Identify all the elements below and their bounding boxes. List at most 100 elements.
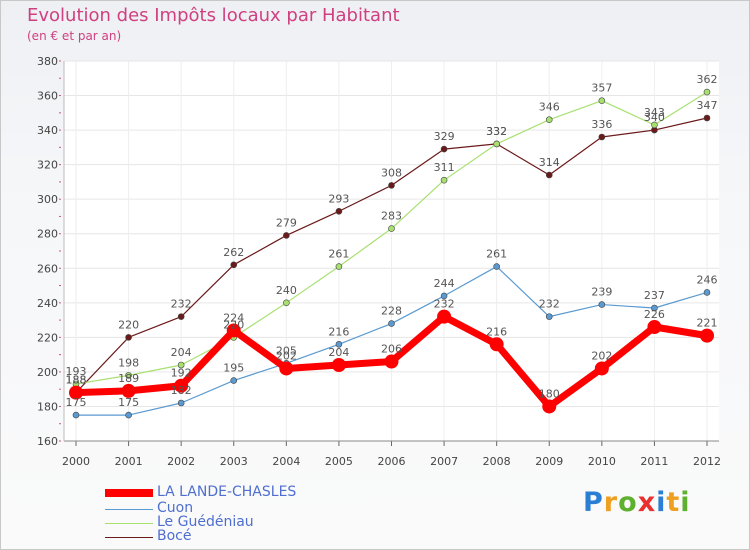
data-label: 175 (66, 396, 87, 409)
data-point (700, 328, 714, 343)
data-label: 279 (276, 216, 297, 229)
data-label: 340 (644, 111, 665, 124)
data-point (125, 334, 132, 341)
data-point (177, 361, 185, 369)
data-label: 188 (66, 374, 87, 387)
data-point (437, 309, 452, 324)
data-label: 237 (644, 289, 665, 302)
x-tick-label: 2001 (115, 455, 143, 468)
data-label: 329 (434, 130, 455, 143)
data-label: 220 (223, 318, 244, 331)
data-label: 308 (381, 166, 402, 179)
data-point (384, 354, 399, 369)
y-tick-label: 160 (37, 435, 58, 448)
data-point (331, 358, 346, 372)
data-label: 198 (118, 356, 139, 369)
data-label: 240 (276, 284, 297, 297)
data-label: 332 (486, 125, 507, 138)
data-label: 332 (486, 125, 507, 138)
data-point (230, 377, 238, 384)
proxiti-logo: Proxiti (583, 487, 691, 518)
y-tick-label: 340 (37, 124, 58, 137)
data-label: 202 (276, 349, 297, 362)
data-label: 357 (591, 82, 612, 95)
legend-label: LA LANDE-CHASLES (157, 484, 297, 500)
data-point (388, 182, 395, 189)
logo-letter: r (603, 487, 619, 518)
data-point (651, 304, 658, 312)
data-point (594, 361, 609, 376)
x-tick-label: 2003 (220, 455, 248, 468)
x-tick-label: 2005 (325, 455, 353, 468)
x-tick-label: 2007 (430, 455, 458, 468)
y-tick-label: 360 (37, 90, 58, 103)
data-label: 193 (66, 365, 87, 378)
logo-letter: i (680, 487, 691, 518)
legend-swatch (105, 537, 153, 538)
y-tick-label: 180 (37, 400, 58, 413)
data-label: 182 (171, 384, 192, 397)
data-label: 226 (644, 308, 665, 321)
data-label: 293 (328, 192, 349, 205)
data-point (177, 313, 185, 320)
data-label: 220 (118, 318, 139, 331)
data-point (703, 114, 711, 122)
y-tick-label: 300 (37, 193, 58, 206)
legend-label: Cuon (157, 500, 194, 516)
x-tick-label: 2010 (588, 455, 616, 468)
data-point (177, 399, 185, 407)
data-point (703, 289, 711, 296)
data-point (283, 299, 290, 307)
data-point (279, 361, 294, 376)
data-point (125, 372, 132, 379)
data-point (647, 320, 662, 334)
y-tick-label: 260 (37, 262, 58, 275)
data-point (489, 337, 504, 352)
data-label: 192 (171, 367, 192, 380)
data-label: 204 (171, 346, 192, 359)
data-point (388, 320, 395, 327)
data-label: 216 (486, 325, 507, 338)
data-label: 175 (118, 396, 139, 409)
data-label: 204 (328, 346, 349, 359)
data-label: 206 (381, 343, 402, 356)
x-tick-label: 2011 (640, 455, 668, 468)
data-label: 347 (697, 99, 718, 112)
data-point (226, 323, 241, 338)
data-label: 188 (66, 374, 87, 387)
x-tick-label: 2004 (272, 455, 300, 468)
data-label: 189 (118, 372, 139, 385)
x-tick-label: 2000 (62, 455, 90, 468)
data-point (542, 399, 557, 414)
data-label: 311 (434, 161, 455, 174)
data-point (651, 121, 658, 129)
data-label: 336 (591, 118, 612, 131)
data-label: 246 (697, 273, 718, 286)
data-point (493, 140, 500, 148)
data-point (545, 313, 553, 320)
y-tick-label: 240 (37, 297, 58, 310)
chart-subtitle: (en € et par an) (27, 29, 122, 43)
chart-title: Evolution des Impôts locaux par Habitant (27, 5, 400, 26)
logo-letter: P (583, 487, 604, 518)
y-tick-label: 220 (37, 331, 58, 344)
logo-letter: t (666, 487, 681, 518)
data-label: 261 (328, 248, 349, 261)
x-tick-label: 2006 (378, 455, 406, 468)
data-label: 202 (591, 349, 612, 362)
data-point (69, 385, 83, 400)
data-point (598, 301, 606, 308)
data-point (440, 145, 448, 153)
legend-swatch (105, 489, 153, 497)
data-point (598, 97, 606, 105)
legend-label: Bocé (157, 528, 192, 544)
data-point (230, 261, 238, 269)
data-label: 262 (223, 246, 244, 259)
data-label: 205 (276, 344, 297, 357)
data-point (545, 171, 553, 179)
data-label: 221 (697, 317, 718, 330)
data-point (440, 292, 448, 300)
data-point (545, 116, 553, 124)
